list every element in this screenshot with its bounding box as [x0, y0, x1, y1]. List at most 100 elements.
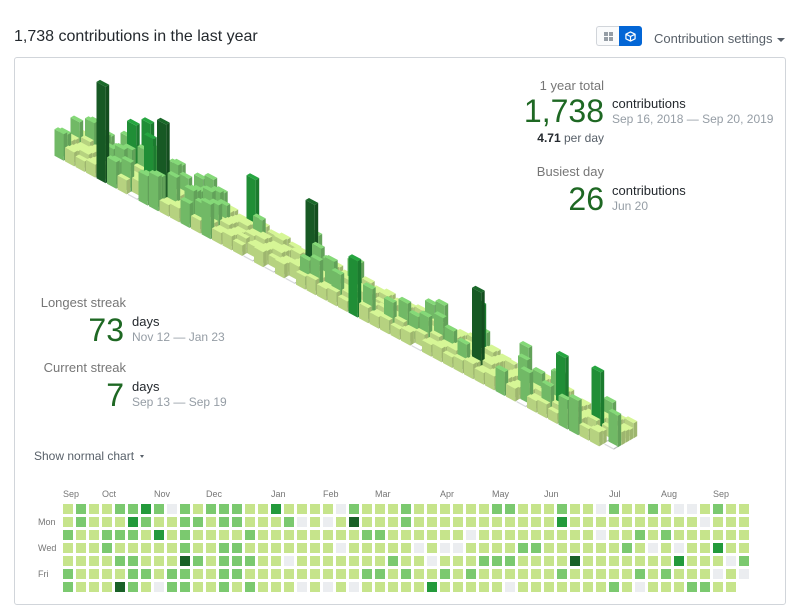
calendar-day-cell[interactable] — [219, 569, 229, 579]
calendar-day-cell[interactable] — [635, 582, 645, 592]
calendar-day-cell[interactable] — [232, 582, 242, 592]
calendar-day-cell[interactable] — [427, 543, 437, 553]
calendar-day-cell[interactable] — [336, 504, 346, 514]
calendar-day-cell[interactable] — [154, 582, 164, 592]
calendar-day-cell[interactable] — [726, 543, 736, 553]
calendar-day-cell[interactable] — [284, 582, 294, 592]
calendar-day-cell[interactable] — [362, 569, 372, 579]
calendar-day-cell[interactable] — [492, 569, 502, 579]
calendar-day-cell[interactable] — [76, 530, 86, 540]
calendar-day-cell[interactable] — [362, 517, 372, 527]
calendar-day-cell[interactable] — [375, 582, 385, 592]
calendar-day-cell[interactable] — [583, 504, 593, 514]
calendar-day-cell[interactable] — [583, 569, 593, 579]
calendar-day-cell[interactable] — [687, 556, 697, 566]
calendar-day-cell[interactable] — [284, 543, 294, 553]
calendar-day-cell[interactable] — [557, 569, 567, 579]
calendar-day-cell[interactable] — [180, 504, 190, 514]
calendar-day-cell[interactable] — [648, 582, 658, 592]
calendar-day-cell[interactable] — [726, 517, 736, 527]
calendar-day-cell[interactable] — [180, 517, 190, 527]
calendar-day-cell[interactable] — [115, 582, 125, 592]
calendar-day-cell[interactable] — [661, 556, 671, 566]
calendar-day-cell[interactable] — [323, 556, 333, 566]
calendar-day-cell[interactable] — [375, 569, 385, 579]
calendar-day-cell[interactable] — [427, 556, 437, 566]
calendar-day-cell[interactable] — [687, 569, 697, 579]
calendar-day-cell[interactable] — [284, 556, 294, 566]
calendar-day-cell[interactable] — [219, 582, 229, 592]
calendar-day-cell[interactable] — [609, 530, 619, 540]
calendar-day-cell[interactable] — [570, 504, 580, 514]
calendar-day-cell[interactable] — [518, 543, 528, 553]
calendar-day-cell[interactable] — [583, 582, 593, 592]
calendar-day-cell[interactable] — [375, 556, 385, 566]
calendar-day-cell[interactable] — [492, 517, 502, 527]
calendar-day-cell[interactable] — [713, 504, 723, 514]
calendar-day-cell[interactable] — [63, 582, 73, 592]
calendar-day-cell[interactable] — [323, 517, 333, 527]
calendar-day-cell[interactable] — [297, 556, 307, 566]
calendar-day-cell[interactable] — [310, 582, 320, 592]
calendar-day-cell[interactable] — [414, 530, 424, 540]
calendar-day-cell[interactable] — [128, 530, 138, 540]
calendar-day-cell[interactable] — [414, 504, 424, 514]
calendar-day-cell[interactable] — [297, 530, 307, 540]
calendar-day-cell[interactable] — [167, 517, 177, 527]
calendar-day-cell[interactable] — [583, 556, 593, 566]
calendar-day-cell[interactable] — [700, 543, 710, 553]
calendar-day-cell[interactable] — [609, 569, 619, 579]
calendar-day-cell[interactable] — [271, 582, 281, 592]
calendar-day-cell[interactable] — [167, 582, 177, 592]
calendar-day-cell[interactable] — [128, 543, 138, 553]
calendar-day-cell[interactable] — [739, 569, 749, 579]
calendar-day-cell[interactable] — [466, 543, 476, 553]
calendar-day-cell[interactable] — [76, 504, 86, 514]
calendar-day-cell[interactable] — [102, 556, 112, 566]
calendar-day-cell[interactable] — [635, 504, 645, 514]
calendar-day-cell[interactable] — [323, 569, 333, 579]
calendar-day-cell[interactable] — [453, 569, 463, 579]
calendar-day-cell[interactable] — [349, 504, 359, 514]
calendar-day-cell[interactable] — [349, 530, 359, 540]
calendar-day-cell[interactable] — [700, 582, 710, 592]
calendar-day-cell[interactable] — [401, 504, 411, 514]
calendar-day-cell[interactable] — [63, 504, 73, 514]
calendar-day-cell[interactable] — [544, 517, 554, 527]
calendar-day-cell[interactable] — [453, 530, 463, 540]
calendar-day-cell[interactable] — [141, 543, 151, 553]
calendar-day-cell[interactable] — [271, 543, 281, 553]
calendar-day-cell[interactable] — [570, 543, 580, 553]
calendar-day-cell[interactable] — [518, 556, 528, 566]
calendar-day-cell[interactable] — [661, 569, 671, 579]
calendar-day-cell[interactable] — [63, 543, 73, 553]
calendar-day-cell[interactable] — [271, 530, 281, 540]
calendar-day-cell[interactable] — [531, 556, 541, 566]
calendar-day-cell[interactable] — [76, 569, 86, 579]
calendar-day-cell[interactable] — [63, 556, 73, 566]
calendar-day-cell[interactable] — [245, 569, 255, 579]
calendar-day-cell[interactable] — [531, 543, 541, 553]
calendar-day-cell[interactable] — [518, 530, 528, 540]
calendar-day-cell[interactable] — [310, 556, 320, 566]
calendar-day-cell[interactable] — [128, 556, 138, 566]
calendar-day-cell[interactable] — [414, 569, 424, 579]
calendar-day-cell[interactable] — [401, 517, 411, 527]
calendar-day-cell[interactable] — [284, 569, 294, 579]
calendar-day-cell[interactable] — [635, 517, 645, 527]
calendar-day-cell[interactable] — [89, 543, 99, 553]
calendar-day-cell[interactable] — [440, 543, 450, 553]
calendar-day-cell[interactable] — [596, 517, 606, 527]
calendar-day-cell[interactable] — [700, 530, 710, 540]
calendar-day-cell[interactable] — [505, 530, 515, 540]
calendar-day-cell[interactable] — [362, 543, 372, 553]
calendar-day-cell[interactable] — [414, 517, 424, 527]
calendar-day-cell[interactable] — [115, 569, 125, 579]
calendar-day-cell[interactable] — [167, 504, 177, 514]
calendar-day-cell[interactable] — [388, 556, 398, 566]
calendar-day-cell[interactable] — [401, 530, 411, 540]
calendar-day-cell[interactable] — [479, 504, 489, 514]
calendar-day-cell[interactable] — [596, 582, 606, 592]
calendar-day-cell[interactable] — [336, 556, 346, 566]
calendar-day-cell[interactable] — [726, 582, 736, 592]
